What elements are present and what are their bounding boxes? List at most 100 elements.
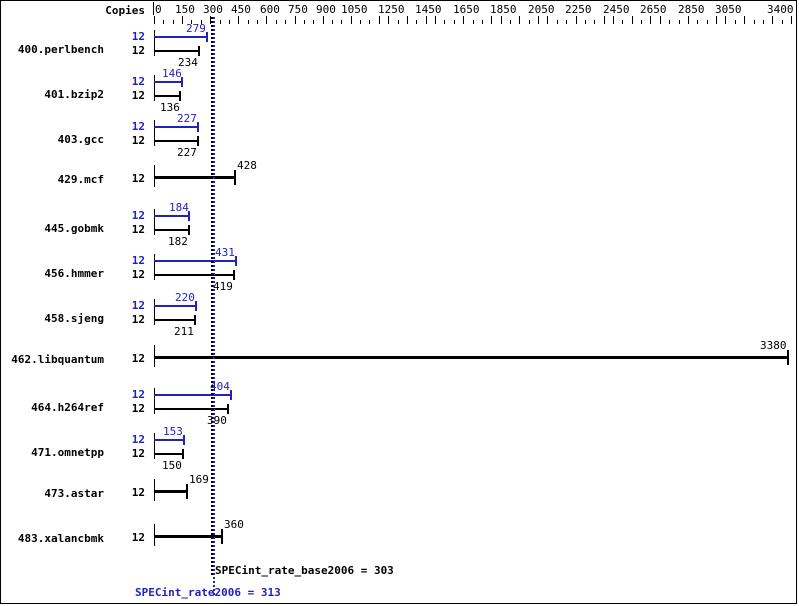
- axis-tick-major: [744, 16, 745, 24]
- axis-tick-minor: [697, 20, 698, 24]
- bar-base: [154, 490, 186, 493]
- axis-tick-label: 2250: [565, 3, 592, 16]
- mean-line-peak: [213, 17, 215, 596]
- axis-tick-major: [426, 16, 427, 24]
- bar-peak-end-cap: [181, 76, 183, 87]
- benchmark-rows-plot: 400.perlbench 12 279 12 234 401.bzip2 12 146 12 1…: [1, 22, 799, 546]
- bar-origin-tick: [154, 209, 155, 236]
- bar-base-end-cap: [186, 484, 188, 499]
- bar-base-end-cap: [787, 349, 789, 365]
- bar-peak-end-cap: [188, 211, 190, 222]
- axis-tick-minor: [763, 20, 764, 24]
- axis-tick-label: 3400: [767, 3, 794, 16]
- bar-peak-value-label: 227: [177, 111, 197, 125]
- axis-tick-minor: [304, 20, 305, 24]
- bar-peak-end-cap: [206, 32, 208, 42]
- benchmark-row: 401.bzip2 12 146 12 136: [1, 67, 799, 118]
- axis-tick-minor: [416, 20, 417, 24]
- axis-tick-minor: [173, 20, 174, 24]
- benchmark-name-label: 456.hmmer: [44, 267, 104, 280]
- benchmark-row: 483.xalancbmk 12 360: [1, 518, 799, 566]
- axis-tick-minor: [585, 20, 586, 24]
- axis-tick-minor: [482, 20, 483, 24]
- benchmark-name-label: 445.gobmk: [44, 222, 104, 236]
- axis-tick-minor: [641, 20, 642, 24]
- benchmark-row: 458.sjeng 12 220 12 211: [1, 291, 799, 342]
- axis-tick-minor: [191, 20, 192, 24]
- axis-tick-major: [463, 16, 464, 24]
- axis-tick-major: [716, 16, 717, 24]
- axis-tick-minor: [201, 20, 202, 24]
- bar-base-end-cap: [197, 135, 199, 146]
- axis-tick-label: 1050: [341, 3, 368, 16]
- axis-tick-minor: [473, 20, 474, 24]
- bar-base-value-label: 136: [160, 100, 180, 114]
- bar-base-value-label: 3380: [760, 338, 787, 352]
- bar-peak-end-cap: [195, 300, 197, 311]
- benchmark-name-label: 400.perlbench: [17, 43, 104, 56]
- bar-peak-end-cap: [197, 121, 199, 132]
- bar-base-end-cap: [221, 528, 223, 544]
- copies-value-base: 12: [131, 530, 145, 544]
- copies-value-peak: 12: [131, 119, 145, 133]
- axis-tick-minor: [557, 20, 558, 24]
- axis-tick-major: [266, 16, 267, 24]
- bar-base-value-label: 419: [213, 280, 233, 293]
- bar-base-end-cap: [179, 90, 181, 101]
- benchmark-row: 473.astar 12 169: [1, 473, 799, 521]
- bar-base-end-cap: [233, 270, 235, 280]
- axis-tick-major: [725, 16, 726, 24]
- axis-tick-minor: [229, 20, 230, 24]
- axis-tick-label: 2050: [528, 3, 555, 16]
- bar-peak: [154, 394, 230, 397]
- bar-peak-end-cap: [235, 256, 237, 266]
- axis-tick-major: [650, 16, 651, 24]
- benchmark-name-label: 464.h264ref: [31, 401, 104, 415]
- axis-tick-minor: [754, 20, 755, 24]
- axis-tick-label: 300: [203, 3, 223, 16]
- benchmark-name-label: 462.libquantum: [11, 352, 104, 366]
- bar-base: [154, 355, 787, 359]
- copies-value-base: 12: [131, 268, 145, 281]
- bar-peak: [154, 80, 181, 83]
- axis-tick-major: [604, 16, 605, 24]
- bar-peak: [154, 439, 183, 442]
- benchmark-row: 456.hmmer 12 431 12 419: [1, 246, 799, 297]
- axis-tick-major: [435, 16, 436, 24]
- axis-tick-major: [547, 16, 548, 24]
- benchmark-name-label: 429.mcf: [57, 173, 104, 187]
- axis-tick-minor: [248, 20, 249, 24]
- bar-base-value-label: 211: [174, 324, 194, 338]
- copies-value-base: 12: [131, 133, 145, 147]
- copies-value-base: 12: [131, 44, 145, 57]
- axis-tick-major: [660, 16, 661, 24]
- axis-tick-minor: [332, 20, 333, 24]
- copies-value-base: 12: [131, 88, 145, 102]
- benchmark-row: 464.h264ref 12 404 12 390: [1, 380, 799, 431]
- axis-tick-label: 1650: [453, 3, 480, 16]
- x-axis-left-rule: [153, 2, 154, 15]
- axis-tick-minor: [594, 20, 595, 24]
- axis-tick-label: 3050: [715, 3, 742, 16]
- bar-origin-tick: [154, 254, 155, 280]
- bar-peak: [154, 260, 235, 262]
- axis-tick-minor: [360, 20, 361, 24]
- axis-tick-minor: [163, 20, 164, 24]
- benchmark-name-label: 458.sjeng: [44, 311, 104, 325]
- axis-tick-label: 450: [231, 3, 251, 16]
- axis-tick-major: [182, 16, 183, 24]
- axis-tick-major: [632, 16, 633, 24]
- copies-value-peak: 12: [131, 298, 145, 312]
- axis-tick-major: [238, 16, 239, 24]
- mean-base-label: SPECint_rate_base2006 = 303: [215, 564, 394, 577]
- axis-tick-major: [538, 16, 539, 24]
- copies-value-base: 12: [131, 447, 145, 461]
- axis-tick-major: [688, 16, 689, 24]
- benchmark-name-label: 483.xalancbmk: [17, 531, 104, 545]
- benchmark-row: 429.mcf 12 428: [1, 159, 799, 207]
- bar-peak: [154, 215, 188, 218]
- mean-line-base: [211, 17, 213, 576]
- benchmark-name-label: 471.omnetpp: [31, 446, 104, 460]
- benchmark-row: 462.libquantum 12 3380: [1, 338, 799, 387]
- bar-base: [154, 453, 182, 456]
